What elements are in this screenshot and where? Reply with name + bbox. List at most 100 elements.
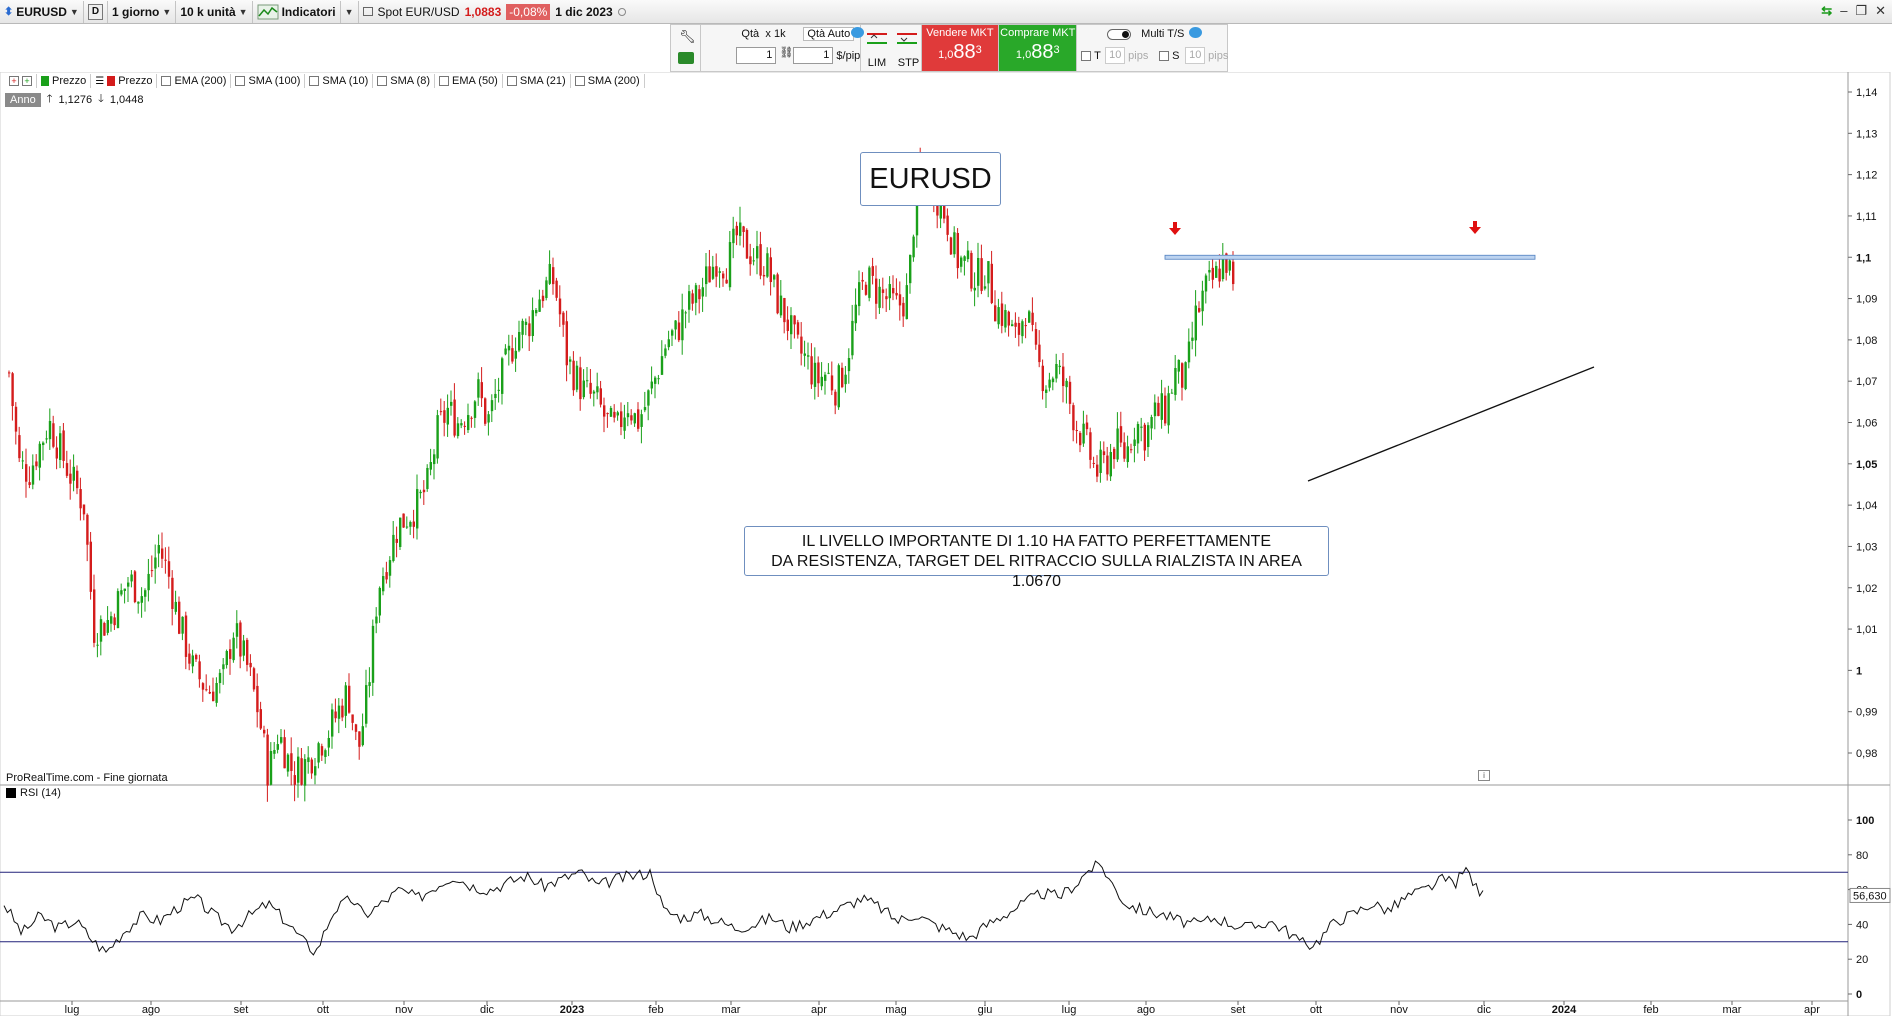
candle-body <box>368 682 371 687</box>
ema50-checkbox[interactable] <box>439 76 449 86</box>
candle-body <box>96 644 99 646</box>
candle-body <box>977 257 980 286</box>
chart-canvas[interactable]: 1,14 1,13 1,12 1,11 1,1 1,09 1,08 1,07 1,06 1,05 1… <box>0 72 1892 1016</box>
candle-body <box>385 572 388 580</box>
s-checkbox[interactable] <box>1159 51 1170 61</box>
pip-value-input[interactable]: 1 <box>793 47 834 64</box>
legend-item-ema200[interactable]: EMA (200) <box>157 74 232 88</box>
candle-body <box>640 414 643 427</box>
instrument-select[interactable]: ⬍ EURUSD ▼ <box>0 0 84 23</box>
candle-body <box>966 250 970 260</box>
sma21-checkbox[interactable] <box>506 76 517 86</box>
s-pips-input[interactable]: 10 <box>1185 47 1206 64</box>
minimize-icon[interactable]: – <box>1840 3 1848 18</box>
sma10-checkbox[interactable] <box>309 76 320 86</box>
candle-body <box>55 447 58 459</box>
limit-order-icon[interactable] <box>865 29 889 49</box>
legend-item-ema50[interactable]: EMA (50) <box>435 74 503 88</box>
candle-swatch-icon <box>41 76 49 86</box>
info-icon[interactable]: i <box>1478 770 1490 781</box>
wrench-icon[interactable]: 🔧︎ <box>679 29 696 44</box>
help-icon[interactable] <box>1189 27 1203 38</box>
candle-body <box>144 590 147 597</box>
close-icon[interactable]: ✕ <box>1875 3 1886 18</box>
stop-order-icon[interactable] <box>895 29 919 49</box>
candle-body <box>208 691 211 694</box>
restore-icon[interactable]: ❐ <box>1855 3 1868 18</box>
candle-body <box>722 273 725 279</box>
timeframe-select[interactable]: 1 giorno ▼ <box>108 0 177 23</box>
rsi-legend[interactable]: RSI (14) <box>6 787 61 799</box>
legend-tools[interactable]: + + <box>5 74 37 88</box>
keyboard-icon[interactable] <box>678 52 694 64</box>
legend-item-sma100[interactable]: SMA (100) <box>231 74 306 88</box>
candle-body <box>810 356 813 385</box>
candle-body <box>803 353 806 356</box>
sma200-checkbox[interactable] <box>574 76 585 86</box>
year-range-tab[interactable]: Anno <box>5 92 41 107</box>
candle-body <box>664 348 667 356</box>
units-select[interactable]: 10 k unità ▼ <box>176 0 253 23</box>
qty-input[interactable]: 1 <box>736 47 777 64</box>
add-icon[interactable]: + <box>9 76 19 86</box>
ema200-checkbox[interactable] <box>161 76 172 86</box>
sma8-checkbox[interactable] <box>377 76 388 86</box>
candle-body <box>518 331 521 351</box>
candle-body <box>807 355 810 357</box>
legend-item-sma21[interactable]: SMA (21) <box>503 74 571 88</box>
t-checkbox[interactable] <box>1081 51 1092 61</box>
t-pips-input[interactable]: 10 <box>1105 47 1126 64</box>
multi-ts-toggle[interactable] <box>1107 29 1132 40</box>
legend-item-sma10[interactable]: SMA (10) <box>305 74 374 88</box>
candle-body <box>1051 378 1055 383</box>
candle-body <box>334 711 337 719</box>
indicators-button[interactable]: Indicatori <box>253 0 341 23</box>
link-icon[interactable]: ⛓︎ <box>779 47 794 59</box>
candle-body <box>589 382 592 394</box>
candle-body <box>167 561 171 577</box>
candle-body <box>705 266 708 285</box>
buy-market-button[interactable]: Comprare MKT 1,0883 <box>999 25 1078 71</box>
help-icon[interactable] <box>851 27 865 38</box>
support-trendline <box>1307 366 1595 482</box>
candle-body <box>48 420 52 440</box>
candle-body <box>552 267 555 285</box>
candle-body <box>749 256 752 265</box>
d-badge[interactable]: D <box>84 0 109 23</box>
candle-body <box>1017 323 1021 335</box>
candle-body <box>613 411 616 418</box>
candle-body <box>504 348 507 355</box>
legend-item-sma200[interactable]: SMA (200) <box>571 74 645 88</box>
indicators-dropdown[interactable]: ▼ <box>341 0 359 23</box>
signal-arrow-down-icon <box>1473 221 1477 227</box>
legend-label: Prezzo <box>52 75 87 87</box>
candle-body <box>511 348 514 362</box>
sma100-checkbox[interactable] <box>235 76 246 86</box>
candle-body <box>52 423 55 447</box>
candle-body <box>164 559 167 561</box>
legend-item-prezzo-candles[interactable]: Prezzo <box>37 74 92 88</box>
analysis-annotation[interactable]: IL LIVELLO IMPORTANTE DI 1.10 HA FATTO P… <box>744 526 1329 590</box>
add-green-icon[interactable]: + <box>22 76 32 86</box>
qty-auto-button[interactable]: Qtà Auto <box>803 27 855 41</box>
candle-body <box>949 237 953 255</box>
candle-body <box>739 222 742 236</box>
time-tick-label: dic <box>1477 1004 1492 1016</box>
candle-body <box>405 526 409 528</box>
legend-item-sma8[interactable]: SMA (8) <box>373 74 435 88</box>
price-tick-label: 1,06 <box>1856 418 1877 430</box>
instrument-icon: ⬍ <box>4 6 14 18</box>
candle-body <box>946 215 949 235</box>
candle-body <box>429 462 432 470</box>
sell-market-button[interactable]: Vendere MKT 1,0883 <box>921 25 1000 71</box>
candle-body <box>1089 432 1092 460</box>
legend-item-prezzo-list[interactable]: ☰ Prezzo <box>91 74 158 88</box>
candle-body <box>637 409 640 429</box>
chart-title-box[interactable]: EURUSD <box>860 152 1001 206</box>
candle-body <box>538 299 541 312</box>
range-high: 1,1276 <box>58 93 93 106</box>
candle-body <box>242 640 245 656</box>
sync-icon[interactable]: ⇆ <box>1821 3 1833 18</box>
candle-body <box>35 461 38 467</box>
chevron-down-icon: ▼ <box>69 6 79 17</box>
